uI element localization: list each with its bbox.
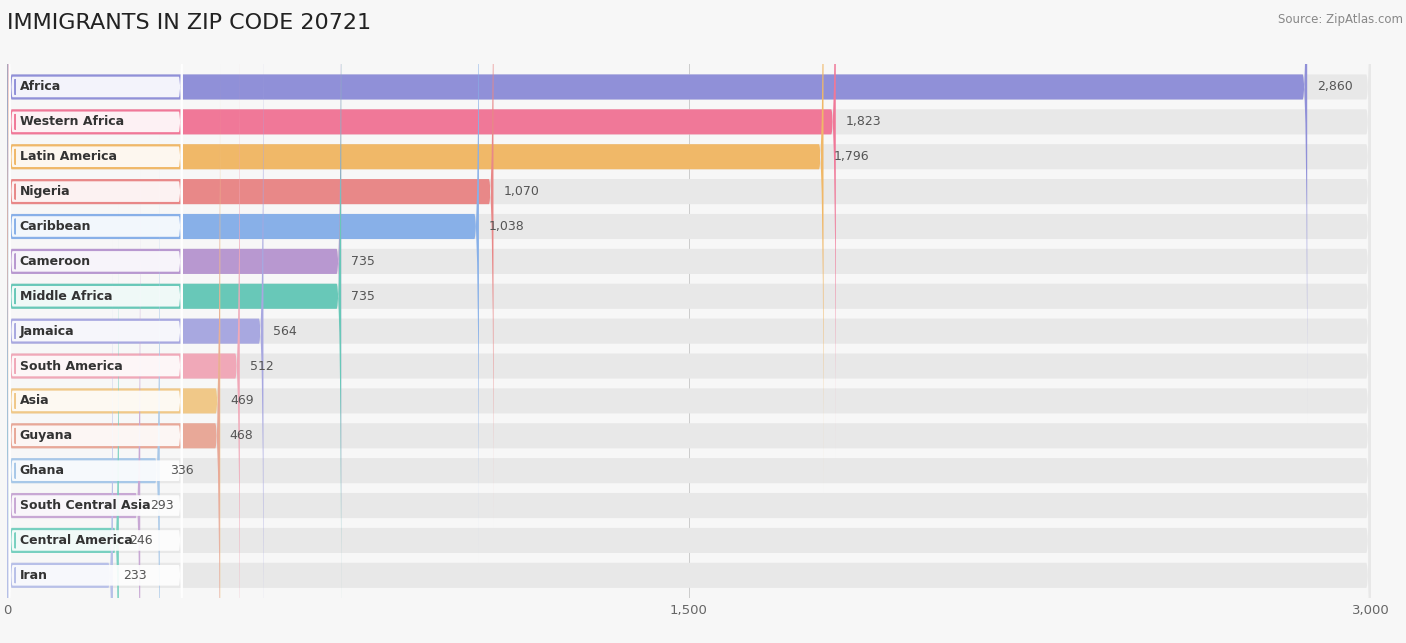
- FancyBboxPatch shape: [7, 0, 342, 633]
- FancyBboxPatch shape: [8, 272, 183, 643]
- FancyBboxPatch shape: [8, 62, 183, 600]
- FancyBboxPatch shape: [7, 0, 1371, 528]
- FancyBboxPatch shape: [7, 0, 1371, 458]
- Text: Ghana: Ghana: [20, 464, 65, 477]
- Text: Nigeria: Nigeria: [20, 185, 70, 198]
- Text: Cameroon: Cameroon: [20, 255, 91, 268]
- Text: Caribbean: Caribbean: [20, 220, 91, 233]
- Text: 735: 735: [352, 290, 375, 303]
- Text: 336: 336: [170, 464, 194, 477]
- FancyBboxPatch shape: [7, 0, 824, 493]
- Text: 246: 246: [129, 534, 152, 547]
- FancyBboxPatch shape: [8, 28, 183, 565]
- FancyBboxPatch shape: [7, 0, 1371, 493]
- Text: Asia: Asia: [20, 394, 49, 408]
- FancyBboxPatch shape: [7, 0, 263, 643]
- FancyBboxPatch shape: [7, 0, 1371, 633]
- FancyBboxPatch shape: [7, 0, 1371, 563]
- Text: 1,070: 1,070: [503, 185, 540, 198]
- FancyBboxPatch shape: [7, 0, 342, 597]
- FancyBboxPatch shape: [8, 0, 183, 530]
- Text: IMMIGRANTS IN ZIP CODE 20721: IMMIGRANTS IN ZIP CODE 20721: [7, 13, 371, 33]
- FancyBboxPatch shape: [7, 239, 1371, 643]
- FancyBboxPatch shape: [8, 132, 183, 643]
- FancyBboxPatch shape: [8, 167, 183, 643]
- FancyBboxPatch shape: [7, 100, 219, 643]
- Text: 1,796: 1,796: [834, 150, 869, 163]
- FancyBboxPatch shape: [8, 0, 183, 460]
- FancyBboxPatch shape: [7, 0, 494, 528]
- FancyBboxPatch shape: [7, 100, 1371, 643]
- Text: Source: ZipAtlas.com: Source: ZipAtlas.com: [1278, 13, 1403, 26]
- FancyBboxPatch shape: [7, 65, 1371, 643]
- FancyBboxPatch shape: [7, 0, 835, 458]
- FancyBboxPatch shape: [7, 204, 120, 643]
- Text: 468: 468: [229, 430, 253, 442]
- Text: 469: 469: [231, 394, 254, 408]
- Text: 564: 564: [273, 325, 297, 338]
- Text: 233: 233: [122, 569, 146, 582]
- Text: South Central Asia: South Central Asia: [20, 499, 150, 512]
- Text: 2,860: 2,860: [1317, 80, 1353, 93]
- FancyBboxPatch shape: [7, 134, 160, 643]
- FancyBboxPatch shape: [8, 0, 183, 356]
- FancyBboxPatch shape: [7, 0, 1371, 643]
- FancyBboxPatch shape: [8, 97, 183, 635]
- Text: 293: 293: [150, 499, 174, 512]
- Text: Guyana: Guyana: [20, 430, 73, 442]
- Text: 512: 512: [250, 359, 274, 372]
- Text: 735: 735: [352, 255, 375, 268]
- FancyBboxPatch shape: [8, 307, 183, 643]
- Text: Africa: Africa: [20, 80, 60, 93]
- FancyBboxPatch shape: [8, 237, 183, 643]
- FancyBboxPatch shape: [7, 0, 1371, 597]
- Text: Jamaica: Jamaica: [20, 325, 75, 338]
- FancyBboxPatch shape: [7, 0, 479, 563]
- FancyBboxPatch shape: [7, 204, 1371, 643]
- Text: Latin America: Latin America: [20, 150, 117, 163]
- FancyBboxPatch shape: [7, 30, 240, 643]
- FancyBboxPatch shape: [7, 134, 1371, 643]
- FancyBboxPatch shape: [7, 169, 1371, 643]
- FancyBboxPatch shape: [7, 239, 112, 643]
- FancyBboxPatch shape: [7, 65, 221, 643]
- FancyBboxPatch shape: [8, 0, 183, 426]
- Text: Central America: Central America: [20, 534, 132, 547]
- FancyBboxPatch shape: [8, 202, 183, 643]
- FancyBboxPatch shape: [8, 0, 183, 390]
- Text: 1,823: 1,823: [846, 115, 882, 129]
- Text: Iran: Iran: [20, 569, 48, 582]
- FancyBboxPatch shape: [7, 0, 1308, 423]
- Text: Western Africa: Western Africa: [20, 115, 124, 129]
- FancyBboxPatch shape: [7, 30, 1371, 643]
- Text: South America: South America: [20, 359, 122, 372]
- Text: Middle Africa: Middle Africa: [20, 290, 112, 303]
- Text: 1,038: 1,038: [489, 220, 524, 233]
- FancyBboxPatch shape: [7, 0, 1371, 423]
- FancyBboxPatch shape: [8, 0, 183, 495]
- FancyBboxPatch shape: [7, 169, 141, 643]
